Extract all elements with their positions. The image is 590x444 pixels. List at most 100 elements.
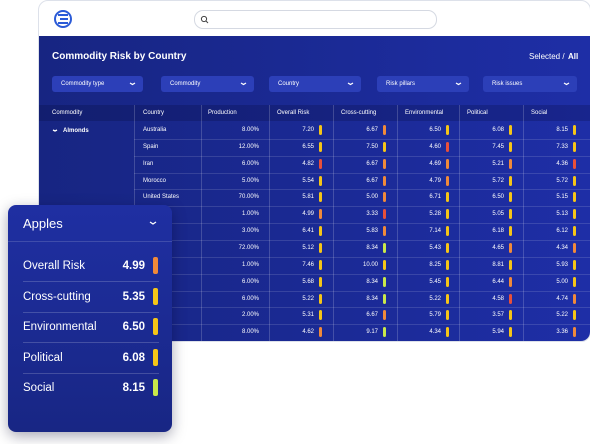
table-header bbox=[39, 105, 590, 121]
commodity-card: Apples Overall Risk 4.99 Cross-cutting 5.35 E… bbox=[8, 205, 172, 432]
search-bar[interactable] bbox=[194, 10, 437, 29]
risk-indicator bbox=[383, 242, 386, 253]
risk-indicator bbox=[446, 293, 449, 304]
risk-indicator bbox=[446, 141, 449, 152]
risk-score: 3.36 bbox=[556, 329, 568, 336]
risk-score: 4.60 bbox=[429, 143, 441, 150]
risk-score: 5.00 bbox=[556, 278, 568, 285]
risk-label: Political bbox=[23, 351, 63, 364]
risk-indicator bbox=[573, 175, 576, 186]
risk-score: 5.68 bbox=[302, 278, 314, 285]
risk-indicator bbox=[319, 293, 322, 304]
production: 8.00% bbox=[241, 127, 259, 133]
risk-score: 8.15 bbox=[556, 127, 568, 133]
column-header: Overall Risk bbox=[277, 110, 310, 116]
risk-score: 4.65 bbox=[492, 244, 504, 251]
risk-indicator bbox=[383, 310, 386, 321]
risk-indicator bbox=[509, 226, 512, 237]
country: Spain bbox=[143, 143, 159, 150]
risk-score: 4.69 bbox=[429, 160, 441, 167]
filter-dropdown[interactable]: Commodity type bbox=[52, 76, 143, 92]
risk-indicator bbox=[446, 327, 449, 338]
risk-indicator bbox=[573, 192, 576, 203]
risk-score: 4.99 bbox=[302, 211, 314, 218]
risk-indicator bbox=[446, 158, 449, 169]
risk-indicator bbox=[446, 125, 449, 135]
risk-score: 7.33 bbox=[556, 143, 568, 150]
risk-indicator bbox=[446, 175, 449, 186]
row-line bbox=[134, 155, 590, 157]
risk-indicator bbox=[383, 192, 386, 203]
risk-indicator bbox=[573, 125, 576, 135]
production: 6.00% bbox=[241, 160, 259, 167]
item-divider bbox=[23, 311, 159, 313]
risk-score: 4.74 bbox=[556, 295, 568, 302]
filter-dropdown[interactable]: Country bbox=[269, 76, 361, 92]
risk-indicator bbox=[509, 259, 512, 270]
chevron bbox=[52, 129, 58, 132]
risk-score: 8.34 bbox=[366, 244, 378, 251]
risk-score: 6.44 bbox=[492, 278, 504, 285]
risk-indicator bbox=[573, 293, 576, 304]
risk-score: 5.28 bbox=[429, 211, 441, 218]
risk-indicator bbox=[383, 327, 386, 338]
risk-indicator bbox=[573, 209, 576, 220]
risk-score: 5.79 bbox=[429, 312, 441, 319]
risk-indicator bbox=[509, 276, 512, 287]
risk-indicator bbox=[383, 158, 386, 169]
filter-dropdown[interactable]: Risk pillars bbox=[377, 76, 469, 92]
risk-score: 5.81 bbox=[302, 194, 314, 201]
risk-indicator bbox=[319, 226, 322, 237]
chevron bbox=[149, 221, 157, 225]
risk-label: Environmental bbox=[23, 321, 97, 333]
filter-dropdown[interactable]: Risk issues bbox=[483, 76, 577, 92]
country: Morocco bbox=[143, 177, 167, 184]
row-line bbox=[134, 273, 590, 275]
risk-indicator bbox=[153, 348, 158, 366]
risk-indicator bbox=[319, 276, 322, 287]
risk-score: 5.12 bbox=[302, 244, 314, 251]
risk-score: 6.50 bbox=[492, 194, 504, 201]
risk-score: 5.22 bbox=[302, 295, 314, 302]
risk-score: 4.34 bbox=[556, 244, 568, 251]
risk-value: 4.99 bbox=[122, 260, 145, 272]
risk-score: 8.34 bbox=[366, 278, 378, 285]
risk-score: 5.00 bbox=[366, 194, 378, 201]
chevron bbox=[129, 82, 136, 86]
risk-indicator bbox=[509, 327, 512, 338]
risk-score: 6.50 bbox=[429, 127, 441, 133]
production: 6.00% bbox=[241, 278, 259, 285]
row-line bbox=[134, 172, 590, 174]
row-line bbox=[134, 189, 590, 191]
risk-value: 8.15 bbox=[122, 382, 145, 394]
risk-indicator bbox=[383, 293, 386, 304]
risk-indicator bbox=[446, 310, 449, 321]
risk-score: 7.46 bbox=[302, 261, 314, 268]
risk-indicator bbox=[383, 259, 386, 270]
column-header: Environmental bbox=[405, 110, 444, 116]
country: Australia bbox=[143, 127, 167, 133]
risk-indicator bbox=[509, 192, 512, 203]
risk-label: Social bbox=[23, 382, 55, 394]
selected-all[interactable]: All bbox=[568, 52, 579, 61]
item-divider bbox=[23, 372, 159, 374]
production: 1.00% bbox=[241, 261, 259, 268]
risk-score: 5.72 bbox=[492, 177, 504, 184]
risk-indicator bbox=[383, 141, 386, 152]
risk-indicator bbox=[319, 259, 322, 270]
chevron bbox=[563, 82, 570, 86]
risk-score: 6.71 bbox=[429, 194, 441, 201]
risk-score: 6.08 bbox=[492, 127, 504, 133]
risk-indicator bbox=[509, 175, 512, 186]
risk-indicator bbox=[573, 259, 576, 270]
risk-score: 6.67 bbox=[366, 127, 378, 133]
risk-indicator bbox=[446, 226, 449, 237]
risk-indicator bbox=[573, 327, 576, 338]
risk-indicator bbox=[446, 192, 449, 203]
risk-score: 5.31 bbox=[302, 312, 314, 319]
filter-dropdown[interactable]: Commodity bbox=[161, 76, 254, 92]
commodity-name: Almonds bbox=[63, 128, 89, 134]
risk-indicator bbox=[573, 242, 576, 253]
risk-score: 8.81 bbox=[492, 261, 504, 268]
risk-indicator bbox=[319, 141, 322, 152]
